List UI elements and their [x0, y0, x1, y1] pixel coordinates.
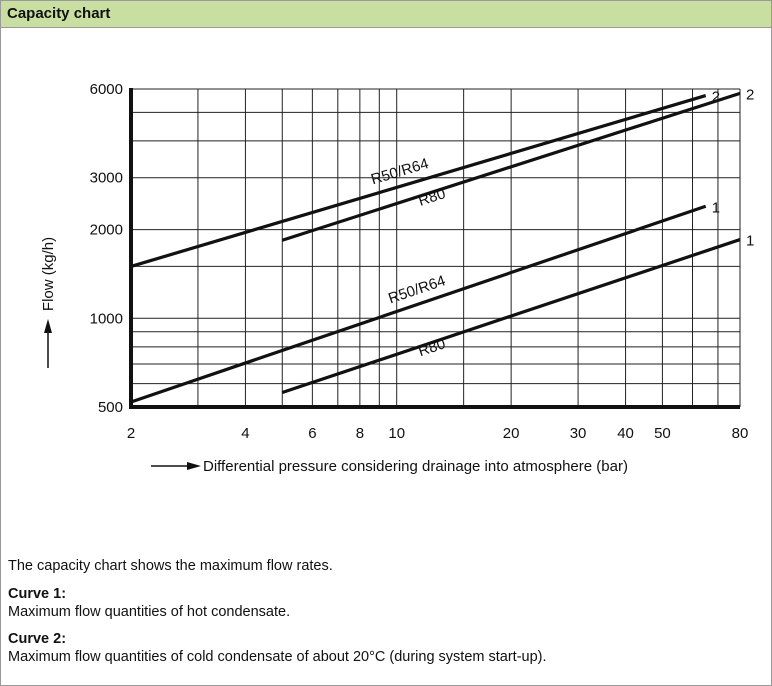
y-tick-label: 6000 — [90, 81, 123, 98]
series-name-label: R80 — [416, 185, 447, 210]
y-tick-label: 1000 — [90, 310, 123, 327]
series-line-r50-r64-curve1 — [130, 204, 707, 404]
x-tick-label: 80 — [732, 425, 749, 442]
x-tick-label: 30 — [570, 425, 587, 442]
curve-number-label: 2 — [746, 86, 754, 103]
x-tick-label: 20 — [503, 425, 520, 442]
y-tick-label: 3000 — [90, 170, 123, 187]
series-name-label: R50/R64 — [369, 155, 431, 188]
curve2-title: Curve 2: — [8, 631, 67, 647]
series-name-label: R50/R64 — [386, 272, 448, 307]
curve-number-label: 1 — [746, 233, 754, 250]
x-tick-label: 2 — [127, 425, 135, 442]
notes-section: The capacity chart shows the maximum flo… — [8, 557, 763, 675]
y-axis-label: Flow (kg/h) — [40, 237, 57, 311]
notes-intro: The capacity chart shows the maximum flo… — [8, 558, 333, 574]
x-tick-label: 4 — [241, 425, 249, 442]
capacity-chart: 500 1000 2000 3000 6000 2 4 6 8 10 20 30 40 50 80 Diffe… — [40, 81, 754, 475]
x-axis-label: Differential pressure considering draina… — [203, 458, 628, 475]
series-line-r50-r64-curve2 — [130, 94, 707, 268]
curve-number-label: 2 — [712, 89, 720, 106]
series-line-r80-curve2 — [281, 91, 741, 242]
series-name-label: R80 — [416, 335, 447, 360]
x-tick-label: 8 — [356, 425, 364, 442]
x-axis-arrow-head — [187, 462, 201, 470]
series-line-r80-curve1 — [281, 238, 741, 395]
x-tick-label: 6 — [308, 425, 316, 442]
curve1-description: Maximum flow quantities of hot condensat… — [8, 604, 291, 620]
curve2-description: Maximum flow quantities of cold condensa… — [8, 649, 547, 665]
x-tick-label: 10 — [388, 425, 405, 442]
curve-number-label: 1 — [712, 199, 720, 216]
curve1-title: Curve 1: — [8, 586, 67, 602]
y-axis-arrow-head — [44, 319, 52, 333]
y-tick-label: 500 — [98, 399, 123, 416]
x-tick-label: 40 — [617, 425, 634, 442]
x-tick-label: 50 — [654, 425, 671, 442]
panel-header: Capacity chart — [1, 1, 771, 28]
y-tick-label: 2000 — [90, 222, 123, 239]
